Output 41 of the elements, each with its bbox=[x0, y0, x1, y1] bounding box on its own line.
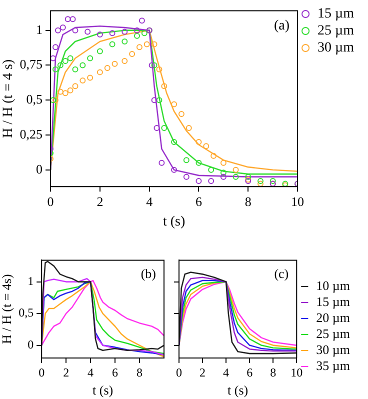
legend-label: 15 µm bbox=[318, 6, 354, 22]
legend-label: 30 µm bbox=[318, 40, 354, 56]
x-tick-label: 8 bbox=[136, 365, 143, 380]
x-axis-title: t (s) bbox=[92, 382, 114, 398]
annotation: (c) bbox=[274, 266, 289, 282]
y-tick-label: 1 bbox=[28, 274, 34, 288]
x-axis-title: t (s) bbox=[228, 382, 248, 398]
x-tick-label: 2 bbox=[96, 194, 104, 209]
y-tick-label: 1 bbox=[36, 22, 43, 37]
y-tick-label: 0 bbox=[36, 161, 43, 176]
y-tick-label: 0 bbox=[28, 337, 34, 352]
y-axis-title: H / H (t = 4s) bbox=[0, 274, 14, 344]
x-tick-label: 6 bbox=[112, 365, 118, 380]
x-tick-label: 0 bbox=[176, 365, 182, 380]
y-axis-title: H / H (t = 4 s) bbox=[1, 59, 16, 138]
x-tick-label: 4 bbox=[88, 365, 94, 380]
y-tick-label: 0,75 bbox=[20, 56, 43, 72]
legend-label: 35 µm bbox=[316, 358, 350, 373]
x-tick-label: 2 bbox=[200, 365, 206, 380]
x-tick-label: 0 bbox=[47, 194, 54, 209]
legend-label: 20 µm bbox=[316, 310, 350, 325]
legend-label: 10 µm bbox=[316, 278, 350, 293]
y-tick-label: 0,5 bbox=[26, 92, 43, 107]
x-tick-label: 6 bbox=[246, 365, 253, 380]
x-tick-label: 6 bbox=[195, 194, 202, 209]
legend-label: 15 µm bbox=[316, 294, 350, 309]
legend-label: 25 µm bbox=[316, 326, 350, 341]
x-tick-label: 4 bbox=[223, 365, 230, 380]
x-tick-label: 10 bbox=[290, 365, 303, 380]
annotation: (b) bbox=[140, 266, 156, 282]
legend-label: 30 µm bbox=[316, 342, 350, 357]
x-tick-label: 4 bbox=[146, 194, 154, 209]
y-tick-label: 0,25 bbox=[20, 126, 43, 142]
x-tick-label: 8 bbox=[244, 194, 252, 209]
x-tick-label: 10 bbox=[291, 194, 304, 209]
x-tick-label: 8 bbox=[270, 365, 276, 380]
annotation: (a) bbox=[274, 18, 290, 34]
legend-label: 25 µm bbox=[318, 24, 354, 39]
x-tick-label: 2 bbox=[63, 365, 70, 380]
x-axis-title: t (s) bbox=[162, 214, 186, 230]
y-tick-label: 0,5 bbox=[18, 306, 34, 320]
